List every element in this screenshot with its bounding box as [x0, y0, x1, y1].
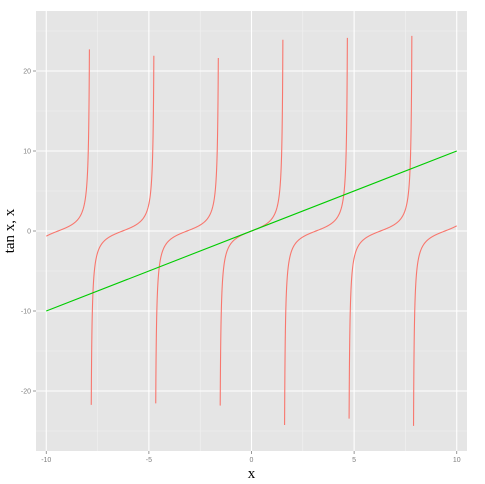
y-tick-label: -20 [21, 389, 31, 396]
x-tick-label: 10 [453, 457, 461, 464]
y-tick-label: -10 [21, 309, 31, 316]
y-axis-title: tan x, x [2, 208, 18, 253]
x-tick-label: -10 [41, 457, 51, 464]
x-tick-label: -5 [146, 457, 152, 464]
y-axis-ticks: -20 -10 0 10 20 [21, 69, 36, 396]
x-tick-label: 0 [250, 457, 254, 464]
x-axis-title: x [248, 466, 256, 482]
major-grid [36, 11, 467, 451]
y-tick-label: 10 [23, 149, 31, 156]
y-tick-label: 0 [27, 229, 31, 236]
series-layer [45, 35, 458, 426]
tan-branch-3 [155, 57, 219, 404]
tan-branch-1 [45, 49, 90, 237]
x-axis-ticks: -10 -5 0 5 10 [41, 451, 461, 464]
tan-branch-5 [284, 37, 348, 426]
tan-branch-7 [412, 225, 458, 426]
tan-branch-2 [90, 55, 155, 405]
y-tick-label: 20 [23, 69, 31, 76]
identity-line [46, 150, 457, 312]
x-tick-label: 5 [352, 457, 356, 464]
tan-branch-6 [348, 35, 413, 419]
